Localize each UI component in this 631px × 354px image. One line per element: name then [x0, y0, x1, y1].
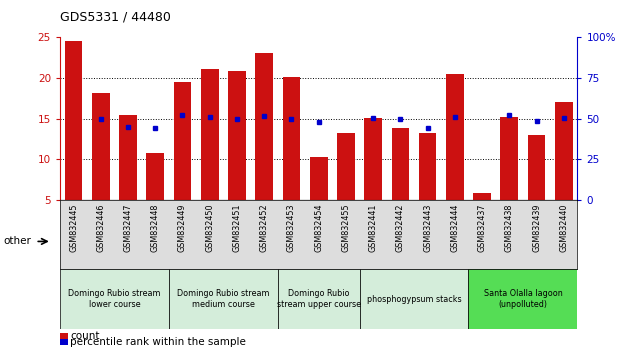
Bar: [337, 133, 355, 200]
Bar: [174, 82, 191, 200]
Bar: [528, 135, 545, 200]
Bar: [473, 194, 491, 200]
Bar: [555, 102, 572, 200]
Text: GSM832451: GSM832451: [232, 204, 242, 252]
Text: other: other: [3, 236, 31, 246]
Text: GSM832437: GSM832437: [478, 204, 487, 252]
Text: Santa Olalla lagoon
(unpolluted): Santa Olalla lagoon (unpolluted): [483, 290, 562, 309]
Text: GSM832453: GSM832453: [287, 204, 296, 252]
Bar: [169, 269, 278, 329]
Bar: [60, 269, 169, 329]
Text: percentile rank within the sample: percentile rank within the sample: [70, 337, 246, 347]
Bar: [278, 269, 360, 329]
Bar: [310, 157, 327, 200]
Text: GSM832445: GSM832445: [69, 204, 78, 252]
Text: count: count: [70, 331, 100, 341]
Text: GSM832442: GSM832442: [396, 204, 405, 252]
Text: GSM832440: GSM832440: [559, 204, 569, 252]
Bar: [500, 117, 518, 200]
Text: GSM832448: GSM832448: [151, 204, 160, 252]
Bar: [391, 129, 409, 200]
Text: GSM832446: GSM832446: [97, 204, 105, 252]
Text: phosphogypsum stacks: phosphogypsum stacks: [367, 295, 461, 304]
Bar: [360, 269, 468, 329]
Text: GSM832449: GSM832449: [178, 204, 187, 252]
Text: GSM832439: GSM832439: [532, 204, 541, 252]
Text: GSM832455: GSM832455: [341, 204, 350, 252]
Bar: [201, 69, 218, 200]
Text: GDS5331 / 44480: GDS5331 / 44480: [60, 11, 171, 24]
Bar: [228, 72, 246, 200]
Text: GSM832452: GSM832452: [260, 204, 269, 252]
Bar: [446, 74, 464, 200]
Text: GSM832438: GSM832438: [505, 204, 514, 252]
Bar: [364, 118, 382, 200]
Bar: [119, 115, 137, 200]
Bar: [419, 133, 437, 200]
Text: Domingo Rubio
stream upper course: Domingo Rubio stream upper course: [276, 290, 361, 309]
Bar: [65, 41, 83, 200]
Text: Domingo Rubio stream
medium course: Domingo Rubio stream medium course: [177, 290, 269, 309]
Text: Domingo Rubio stream
lower course: Domingo Rubio stream lower course: [68, 290, 161, 309]
Bar: [468, 269, 577, 329]
Text: GSM832444: GSM832444: [451, 204, 459, 252]
Text: GSM832454: GSM832454: [314, 204, 323, 252]
Bar: [92, 92, 110, 200]
Bar: [146, 153, 164, 200]
Text: GSM832447: GSM832447: [124, 204, 133, 252]
Text: GSM832450: GSM832450: [205, 204, 214, 252]
Bar: [283, 77, 300, 200]
Text: GSM832443: GSM832443: [423, 204, 432, 252]
Text: GSM832441: GSM832441: [369, 204, 377, 252]
Bar: [256, 53, 273, 200]
